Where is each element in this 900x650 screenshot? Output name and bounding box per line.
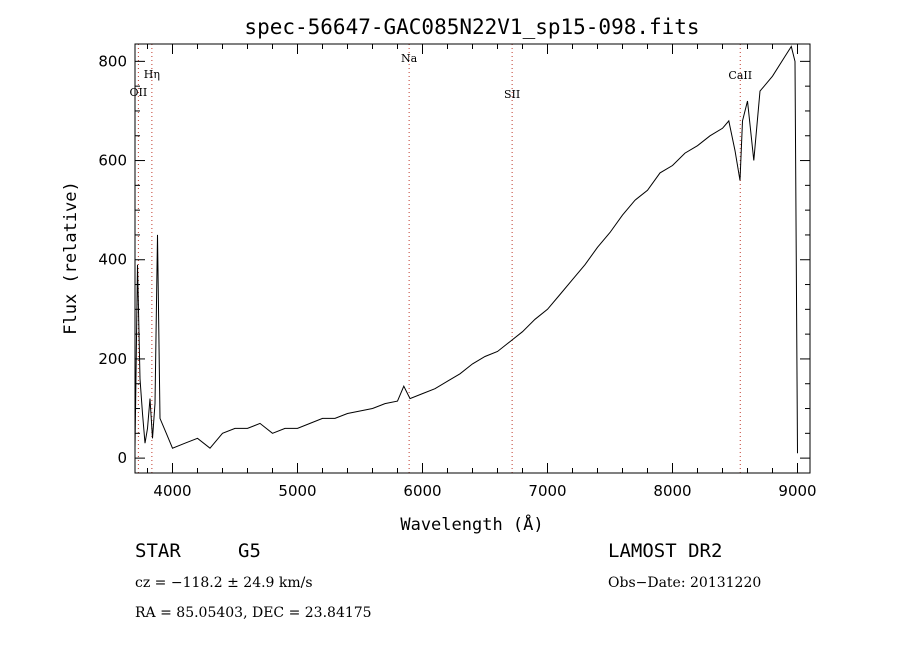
emission-line-markers: OII Hη Na SII CaII: [130, 44, 752, 473]
spectrum-line: [134, 45, 798, 454]
x-tick-label-2: 6000: [403, 482, 441, 500]
x-axis-title: Wavelength (Å): [400, 513, 543, 535]
sky-coordinates: RA = 85.05403, DEC = 23.84175: [135, 605, 372, 621]
object-class: STAR: [135, 540, 181, 562]
y-tick-label-3: 600: [98, 152, 127, 170]
observation-date: Obs−Date: 20131220: [608, 575, 762, 591]
line-label-3: SII: [504, 88, 520, 101]
line-label-1: Hη: [144, 68, 160, 81]
line-label-4: CaII: [728, 69, 752, 82]
survey-name: LAMOST DR2: [608, 540, 723, 562]
y-tick-label-0: 0: [117, 449, 127, 467]
y-tick-label-2: 400: [98, 251, 127, 269]
redshift-value: cz = −118.2 ± 24.9 km/s: [135, 575, 313, 591]
y-tick-label-4: 800: [98, 52, 127, 70]
object-subclass: G5: [238, 540, 261, 562]
x-tick-label-1: 5000: [278, 482, 316, 500]
line-label-0: OII: [130, 86, 148, 99]
plot-axes: 4000 5000 6000 7000 8000 9000 0 200 400 600 800: [98, 43, 817, 500]
x-tick-label-3: 7000: [528, 482, 566, 500]
spectrum-series: [134, 45, 798, 454]
plot-frame: [134, 43, 811, 474]
y-tick-label-1: 200: [98, 350, 127, 368]
line-label-2: Na: [401, 52, 418, 65]
y-axis-title: Flux (relative): [61, 181, 81, 335]
chart-title: spec-56647-GAC085N22V1_sp15-098.fits: [244, 15, 699, 39]
x-tick-label-4: 8000: [653, 482, 691, 500]
x-tick-label-0: 4000: [153, 482, 191, 500]
x-tick-label-5: 9000: [778, 482, 816, 500]
